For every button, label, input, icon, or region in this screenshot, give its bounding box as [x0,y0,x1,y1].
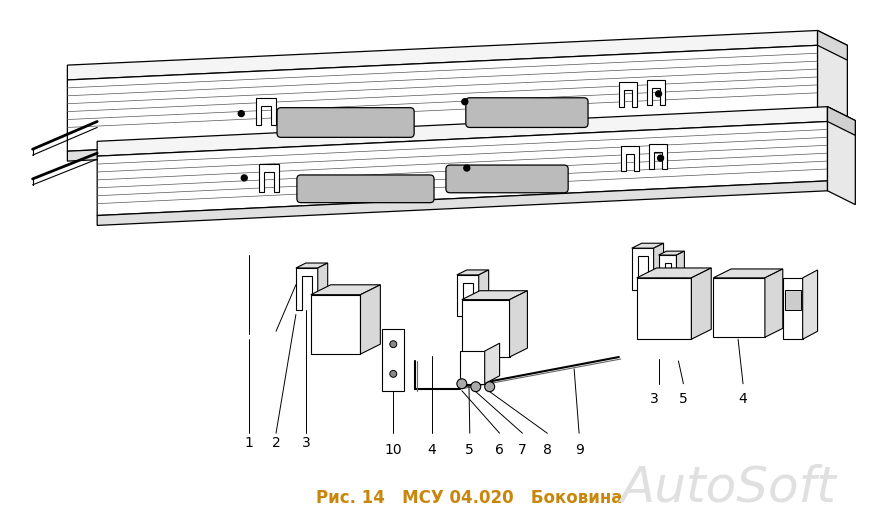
Polygon shape [460,351,485,384]
Polygon shape [637,268,711,278]
Circle shape [657,155,663,161]
Polygon shape [785,290,801,310]
FancyBboxPatch shape [297,175,434,202]
Polygon shape [485,343,500,384]
Text: 4: 4 [427,443,436,457]
Text: 10: 10 [385,443,402,457]
Circle shape [656,91,662,97]
Polygon shape [817,31,848,142]
Polygon shape [637,278,691,339]
Text: 3: 3 [302,436,310,450]
FancyBboxPatch shape [277,108,414,137]
Polygon shape [713,269,783,278]
Polygon shape [802,270,817,339]
Circle shape [464,165,470,171]
Polygon shape [691,268,711,339]
Polygon shape [256,98,276,126]
Polygon shape [632,243,663,248]
Polygon shape [510,291,527,357]
Polygon shape [97,121,828,216]
Polygon shape [67,46,817,151]
Text: 2: 2 [272,436,281,450]
Polygon shape [649,144,667,169]
Text: 9: 9 [574,443,584,457]
Polygon shape [461,291,527,299]
Circle shape [390,341,397,348]
Polygon shape [97,107,828,156]
Bar [382,329,404,391]
Circle shape [239,111,244,117]
Polygon shape [632,248,654,290]
Polygon shape [67,117,817,161]
Circle shape [390,370,397,377]
Text: 7: 7 [518,443,527,457]
Polygon shape [259,164,279,192]
Polygon shape [828,107,856,205]
Text: Рис. 14   МСУ 04.020   Боковина: Рис. 14 МСУ 04.020 Боковина [316,489,622,507]
Text: 1: 1 [245,436,253,450]
Text: 5: 5 [466,443,475,457]
Polygon shape [360,285,380,354]
FancyBboxPatch shape [446,165,568,193]
Polygon shape [318,263,328,310]
Polygon shape [311,295,360,354]
Circle shape [461,99,468,105]
Polygon shape [619,82,637,107]
Polygon shape [457,275,479,316]
Circle shape [457,379,467,388]
Polygon shape [461,299,510,357]
Polygon shape [828,107,856,135]
Polygon shape [67,31,817,80]
FancyBboxPatch shape [466,98,588,127]
Text: AutoSoft: AutoSoft [621,464,836,511]
Polygon shape [783,278,802,339]
Polygon shape [97,181,828,225]
Text: 5: 5 [679,392,688,405]
Polygon shape [647,80,664,105]
Text: 6: 6 [496,443,504,457]
Circle shape [241,175,247,181]
Polygon shape [659,255,676,293]
Polygon shape [479,270,489,316]
Polygon shape [311,285,380,295]
Polygon shape [296,268,318,310]
Text: 3: 3 [650,392,659,405]
Polygon shape [676,251,684,293]
Circle shape [471,382,481,392]
Polygon shape [621,146,639,171]
Text: 8: 8 [543,443,551,457]
Polygon shape [654,243,663,290]
Polygon shape [296,263,328,268]
Text: 4: 4 [739,392,747,405]
Polygon shape [713,278,765,337]
Circle shape [485,382,495,392]
Polygon shape [457,270,489,275]
Polygon shape [765,269,783,337]
Polygon shape [659,251,684,255]
Polygon shape [817,31,848,60]
